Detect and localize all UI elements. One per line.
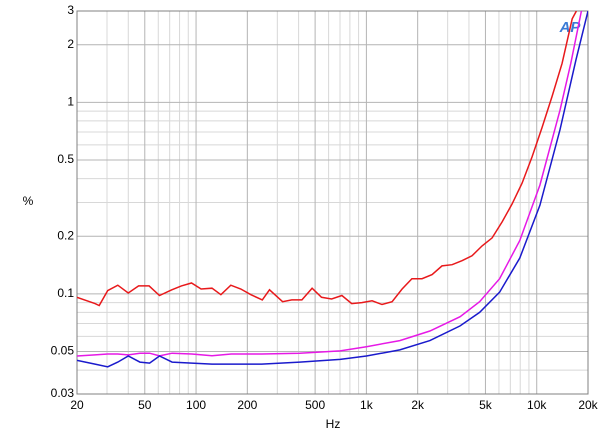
x-tick-label: 10k [527, 398, 547, 412]
x-tick-label: 100 [186, 398, 206, 412]
plot-frame [76, 10, 589, 395]
y-tick-label: 0.03 [51, 386, 75, 400]
y-axis-label: % [23, 194, 34, 208]
y-tick-label: 0.1 [57, 286, 74, 300]
x-tick-label: 20k [578, 398, 598, 412]
y-tick-label: 0.2 [57, 228, 74, 242]
y-tick-label: 0.05 [51, 344, 75, 358]
series-line [77, 11, 588, 368]
x-tick-label: 5k [479, 398, 493, 412]
x-tick-label: 2k [411, 398, 425, 412]
y-tick-label: 0.5 [57, 152, 74, 166]
x-tick-label: 20 [70, 398, 84, 412]
x-tick-label: 1k [360, 398, 374, 412]
y-tick-label: 1 [67, 95, 74, 109]
series-line [77, 11, 578, 307]
x-tick-label: 200 [237, 398, 257, 412]
x-tick-label: 50 [138, 398, 152, 412]
y-tick-label: 2 [67, 37, 74, 51]
x-tick-label: 500 [305, 398, 325, 412]
series-line [77, 11, 583, 357]
x-axis-label: Hz [326, 417, 341, 431]
y-tick-label: 3 [67, 3, 74, 17]
